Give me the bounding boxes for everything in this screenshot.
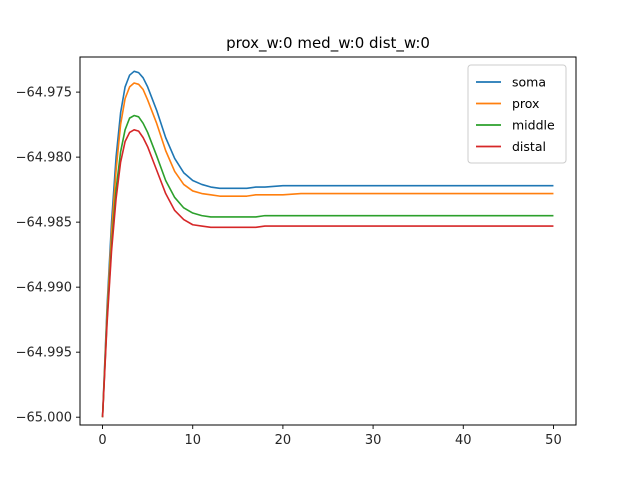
legend-label-prox: prox: [512, 96, 539, 111]
series-line-prox: [101, 82, 554, 418]
x-tick-label: 30: [365, 433, 382, 448]
axes-frame: [79, 56, 577, 426]
x-tick-label: 50: [545, 433, 562, 448]
legend-label-soma: soma: [512, 75, 546, 90]
x-tick-label: 10: [184, 433, 201, 448]
x-tick-label: 20: [275, 433, 292, 448]
y-tick-label: −65.000: [16, 411, 72, 426]
y-tick-label: −64.995: [16, 346, 72, 361]
y-axis: −65.000 −64.995 −64.990 −64.985 −64.980 −64.9…: [16, 86, 80, 426]
y-tick-label: −64.980: [16, 151, 72, 166]
legend-label-distal: distal: [512, 139, 546, 154]
x-tick-label: 0: [98, 433, 106, 448]
y-tick-label: −64.985: [16, 216, 72, 231]
chart-title: prox_w:0 med_w:0 dist_w:0: [226, 34, 430, 53]
series-line-distal: [101, 129, 554, 418]
legend-box: [467, 64, 567, 164]
y-tick-label: −64.990: [16, 281, 72, 296]
series-line-soma: [101, 70, 554, 418]
x-axis: 0 10 20 30 40 50: [98, 425, 562, 448]
legend: soma prox middle distal: [467, 64, 567, 164]
plot-area: [101, 70, 554, 418]
series-line-middle: [101, 114, 554, 418]
legend-label-middle: middle: [512, 118, 555, 133]
x-tick-label: 40: [455, 433, 472, 448]
y-tick-label: −64.975: [16, 86, 72, 101]
